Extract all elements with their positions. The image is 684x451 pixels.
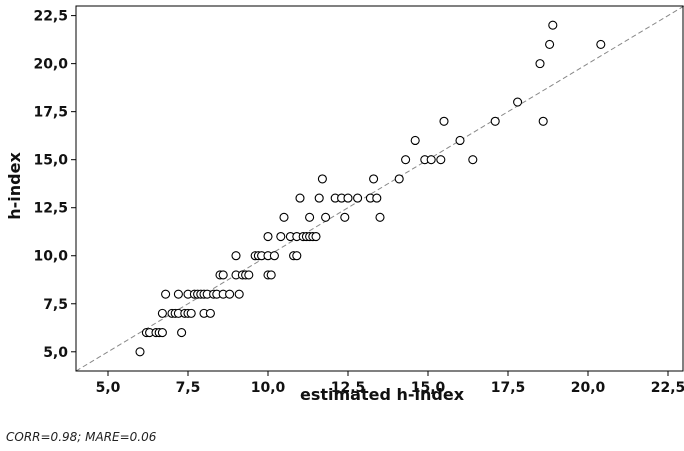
plot-area [75, 5, 684, 372]
x-tick-label: 12,5 [331, 380, 366, 396]
data-point [295, 193, 305, 203]
data-point [372, 193, 382, 203]
x-tick-label: 10,0 [251, 380, 286, 396]
data-point [305, 212, 315, 222]
y-tick-label: 7,5 [43, 297, 68, 313]
y-tick-label: 15,0 [33, 153, 68, 169]
x-tick-label: 5,0 [96, 380, 121, 396]
data-point [157, 328, 167, 338]
y-tick-label: 5,0 [43, 345, 68, 361]
data-point [455, 135, 465, 146]
data-point [340, 212, 350, 222]
data-point [311, 231, 321, 242]
data-point [468, 155, 478, 165]
data-point [353, 193, 363, 203]
y-tick-label: 10,0 [33, 249, 68, 265]
data-point [205, 308, 215, 318]
data-point [394, 174, 404, 184]
data-point [314, 193, 324, 203]
data-point [157, 308, 167, 318]
data-point [436, 155, 446, 165]
data-point [490, 116, 500, 126]
data-point [535, 59, 545, 69]
data-point [276, 231, 286, 242]
data-point [244, 270, 254, 280]
data-point [426, 155, 436, 165]
y-tick-label: 12,5 [33, 201, 68, 217]
data-point [401, 155, 411, 165]
data-point [173, 289, 183, 299]
data-point [234, 289, 244, 299]
y-tick-label: 20,0 [33, 57, 68, 73]
data-point [439, 116, 449, 126]
y-tick-label: 22,5 [33, 9, 68, 25]
x-tick-label: 17,5 [491, 380, 526, 396]
x-tick-label: 7,5 [176, 380, 201, 396]
x-tick-label: 20,0 [571, 380, 606, 396]
data-point [410, 135, 420, 146]
stats-footnote: CORR=0.98; MARE=0.06 [6, 430, 157, 444]
data-point [548, 20, 558, 30]
data-point [266, 270, 276, 280]
data-point [321, 212, 331, 222]
y-axis-title: h-index [5, 152, 24, 220]
data-point [279, 212, 289, 222]
data-point [135, 347, 145, 357]
data-point [225, 289, 235, 299]
data-point [317, 174, 327, 184]
data-point [369, 174, 379, 184]
data-point [596, 39, 606, 49]
data-point [545, 39, 555, 49]
x-tick-label: 15,0 [411, 380, 446, 396]
x-axis-title: estimated h-index [300, 385, 465, 404]
data-point [292, 251, 302, 261]
reference-line [75, 5, 684, 372]
data-point [186, 308, 196, 318]
x-tick-label: 22,5 [651, 380, 684, 396]
data-point [218, 270, 228, 280]
y-tick-label: 17,5 [33, 105, 68, 121]
data-point [375, 212, 385, 222]
data-point [513, 97, 523, 107]
data-point [177, 328, 187, 338]
axes: 5,0 7,5 10,0 12,5 15,0 17,5 20,0 22,5 5,0 7,5 10,0… [33, 5, 684, 396]
data-point [263, 231, 273, 242]
plot-frame [75, 5, 684, 372]
data-point [269, 251, 279, 261]
data-point [538, 116, 548, 126]
data-point [343, 193, 353, 203]
data-point [161, 289, 171, 299]
data-point [231, 251, 241, 261]
